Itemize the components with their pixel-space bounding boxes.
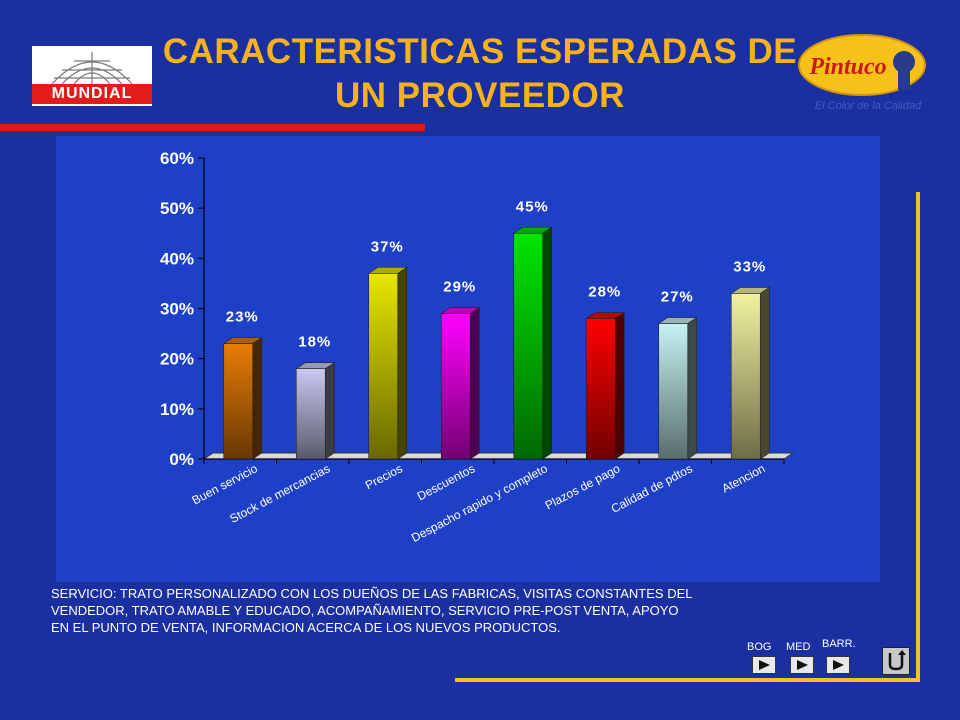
chart-floor xyxy=(202,452,795,460)
x-tick-label: Precios xyxy=(363,461,405,492)
mundial-logo: MUNDIAL xyxy=(32,46,152,106)
bar xyxy=(440,313,471,460)
mundial-logo-text: MUNDIAL xyxy=(32,84,152,104)
bar xyxy=(295,368,326,460)
bar-side xyxy=(542,226,553,460)
nav-button-barr[interactable] xyxy=(826,656,850,674)
y-tick-label: 50% xyxy=(160,199,194,218)
data-label: 45% xyxy=(516,198,549,215)
notes-line-2: VENDEDOR, TRATO AMABLE Y EDUCADO, ACOMPA… xyxy=(51,603,679,618)
data-label: 37% xyxy=(371,238,404,255)
notes-text: SERVICIO: TRATO PERSONALIZADO CON LOS DU… xyxy=(51,585,851,636)
x-tick-label: Descuentos xyxy=(415,461,478,503)
data-label: 23% xyxy=(226,309,259,326)
pintuco-emblem-icon: Pintuco xyxy=(798,34,926,96)
data-label: 29% xyxy=(443,279,476,296)
notes-line-3: EN EL PUNTO DE VENTA, INFORMACION ACERCA… xyxy=(51,620,561,635)
nav-label-med: MED xyxy=(786,641,811,653)
pintuco-logo-text: Pintuco xyxy=(808,54,886,80)
bar-side xyxy=(687,316,698,460)
x-tick-label: Atencion xyxy=(719,461,767,495)
title-line-1: CARACTERISTICAS ESPERADAS DE xyxy=(162,32,798,71)
bar xyxy=(513,232,544,460)
bar-chart: 0%10%20%30%40%50%60%23%Buen servicio18%S… xyxy=(160,149,795,545)
y-tick-label: 40% xyxy=(160,249,194,268)
bar xyxy=(585,318,616,460)
nav-button-bog[interactable] xyxy=(752,656,776,674)
nav-label-barr: BARR. xyxy=(822,638,856,650)
page-title: CARACTERISTICAS ESPERADAS DE UN PROVEEDO… xyxy=(150,30,810,118)
bar-side xyxy=(324,362,335,460)
x-tick-label: Calidad de pdtos xyxy=(609,461,695,516)
bar-side xyxy=(469,306,480,460)
bar xyxy=(368,273,399,460)
pintuco-tagline: El Color de la Calidad xyxy=(814,100,922,112)
nav-button-med[interactable] xyxy=(790,656,814,674)
bar xyxy=(658,323,689,460)
globe-icon xyxy=(51,52,133,85)
y-tick-label: 20% xyxy=(160,350,194,369)
return-button[interactable] xyxy=(882,647,910,675)
chart-panel: 0% 10% 20% 30% 40% 50% 60% 23% Buen servicio 18% S… xyxy=(56,136,880,582)
play-icon xyxy=(797,660,808,670)
bar-side xyxy=(252,337,263,460)
return-icon xyxy=(888,650,906,671)
data-label: 28% xyxy=(588,284,621,301)
bar-side xyxy=(759,286,770,460)
x-tick-label: Buen servicio xyxy=(190,461,260,507)
bar-side xyxy=(614,311,625,460)
y-tick-label: 60% xyxy=(160,149,194,168)
bar xyxy=(730,293,761,460)
data-label: 33% xyxy=(733,258,766,275)
data-label: 18% xyxy=(298,334,331,351)
red-divider xyxy=(0,124,425,131)
y-tick-label: 0% xyxy=(169,450,194,469)
play-icon xyxy=(759,660,770,670)
title-line-2: UN PROVEEDOR xyxy=(335,76,625,115)
notes-line-1: SERVICIO: TRATO PERSONALIZADO CON LOS DU… xyxy=(51,586,693,601)
pintuco-logo: Pintuco El Color de la Calidad xyxy=(796,32,936,122)
yellow-frame-vertical xyxy=(916,192,920,682)
yellow-frame-horizontal xyxy=(455,678,920,682)
x-tick-label: Despacho rapido y completo xyxy=(409,461,550,545)
play-icon xyxy=(833,660,844,670)
y-tick-label: 10% xyxy=(160,400,194,419)
y-tick-label: 30% xyxy=(160,300,194,319)
data-label: 27% xyxy=(661,289,694,306)
nav-label-bog: BOG xyxy=(747,641,772,653)
bar-side xyxy=(397,266,408,460)
bar xyxy=(223,343,254,460)
